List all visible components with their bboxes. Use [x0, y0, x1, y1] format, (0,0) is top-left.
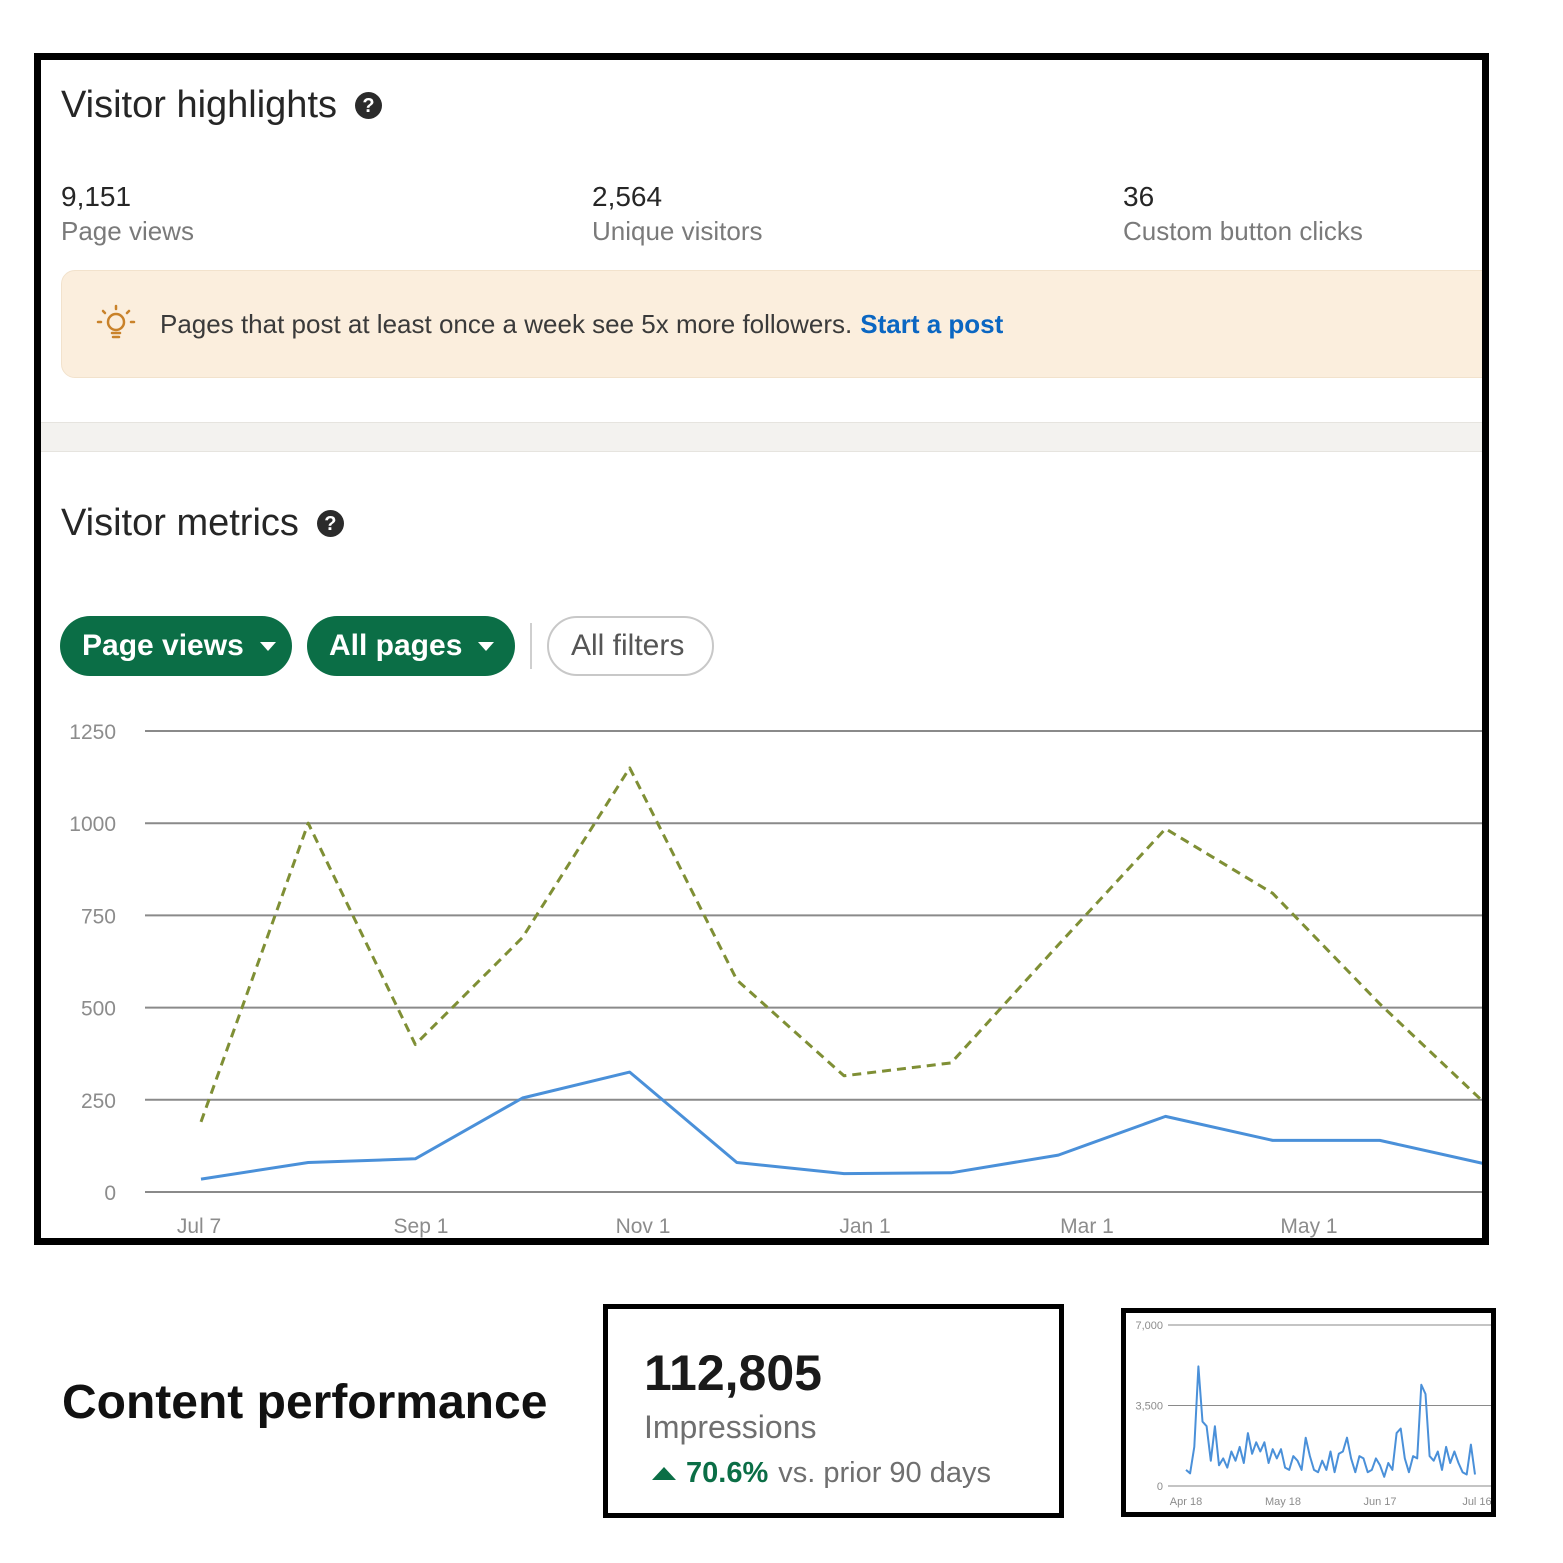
impressions-trend-panel: 0 3,500 7,000 Apr 18 May 18 Jun 17 Jul 16	[1121, 1308, 1496, 1517]
visitor-metrics-title: Visitor metrics	[61, 502, 299, 544]
series-line-2	[200, 1070, 1482, 1181]
impressions-change: 70.6% vs. prior 90 days	[652, 1455, 991, 1491]
x-tick-label: Jul 7	[177, 1215, 221, 1238]
x-tick-label: May 18	[1265, 1496, 1301, 1508]
pages-dropdown[interactable]: All pages	[307, 616, 515, 676]
start-a-post-link[interactable]: Start a post	[860, 308, 1004, 339]
x-tick-label: Nov 1	[616, 1215, 671, 1238]
impressions-label: Impressions	[644, 1409, 817, 1445]
series-line-1	[199, 766, 1482, 1123]
caret-down-icon	[478, 641, 495, 651]
posting-tip-banner: Pages that post at least once a week see…	[61, 270, 1482, 378]
impressions-value: 112,805	[644, 1345, 822, 1401]
page-views-chart: 0 250 500 750 1000 1250 Jul 7 Sep 1 Nov 1 Jan 1 Ma…	[69, 721, 1482, 1238]
y-tick-label: 0	[1157, 1481, 1163, 1493]
x-tick-label: Jun 17	[1363, 1496, 1396, 1508]
y-tick-label: 7,000	[1135, 1320, 1163, 1332]
x-tick-label: Apr 18	[1170, 1496, 1202, 1508]
stat-label: Unique visitors	[592, 216, 763, 246]
y-tick-label: 3,500	[1135, 1401, 1163, 1413]
tip-text: Pages that post at least once a week see…	[160, 308, 853, 339]
impressions-trend-chart: 0 3,500 7,000 Apr 18 May 18 Jun 17 Jul 16	[1135, 1320, 1491, 1508]
lightbulb-icon	[96, 304, 136, 339]
stat-unique-visitors: 2,564 Unique visitors	[592, 180, 763, 248]
stat-value: 2,564	[592, 181, 663, 212]
series-line-1	[1185, 1365, 1476, 1478]
x-tick-label: Mar 1	[1060, 1215, 1114, 1238]
stat-value: 36	[1123, 181, 1155, 212]
visitor-analytics-panel: Visitor highlights ? 9,151 Page views 2,…	[34, 53, 1489, 1245]
metric-dropdown[interactable]: Page views	[60, 616, 292, 676]
triangle-up-icon	[652, 1466, 676, 1480]
y-tick-label: 500	[81, 998, 116, 1021]
change-suffix: vs. prior 90 days	[778, 1457, 991, 1489]
stat-label: Page views	[61, 216, 194, 246]
x-tick-label: Jul 16	[1462, 1496, 1491, 1508]
stat-value: 9,151	[61, 181, 132, 212]
impressions-card: 112,805 Impressions 70.6% vs. prior 90 d…	[603, 1304, 1064, 1518]
x-tick-label: Jan 1	[839, 1215, 890, 1238]
pages-dropdown-label: All pages	[329, 629, 463, 662]
y-tick-label: 1000	[69, 813, 116, 836]
filter-separator	[530, 623, 532, 669]
all-filters-button[interactable]: All filters	[547, 616, 714, 676]
visitor-highlights-heading: Visitor highlights ?	[61, 84, 383, 127]
all-filters-label: All filters	[571, 629, 685, 662]
visitor-highlights-title: Visitor highlights	[61, 84, 338, 126]
stat-label: Custom button clicks	[1123, 216, 1363, 246]
change-percent: 70.6%	[686, 1457, 769, 1489]
help-icon[interactable]: ?	[355, 92, 383, 119]
x-tick-label: May 1	[1280, 1215, 1337, 1238]
y-tick-label: 250	[81, 1090, 116, 1113]
x-tick-label: Sep 1	[394, 1215, 449, 1238]
y-tick-label: 750	[81, 905, 116, 928]
y-tick-label: 1250	[69, 721, 116, 744]
help-icon[interactable]: ?	[316, 510, 344, 537]
metric-dropdown-label: Page views	[82, 629, 244, 662]
visitor-metrics-heading: Visitor metrics ?	[61, 502, 344, 545]
content-performance-title: Content performance	[62, 1376, 548, 1429]
y-tick-label: 0	[104, 1182, 116, 1205]
stat-custom-button-clicks: 36 Custom button clicks	[1123, 180, 1363, 248]
stat-page-views: 9,151 Page views	[61, 180, 194, 248]
section-divider	[41, 422, 1482, 452]
caret-down-icon	[259, 641, 276, 651]
